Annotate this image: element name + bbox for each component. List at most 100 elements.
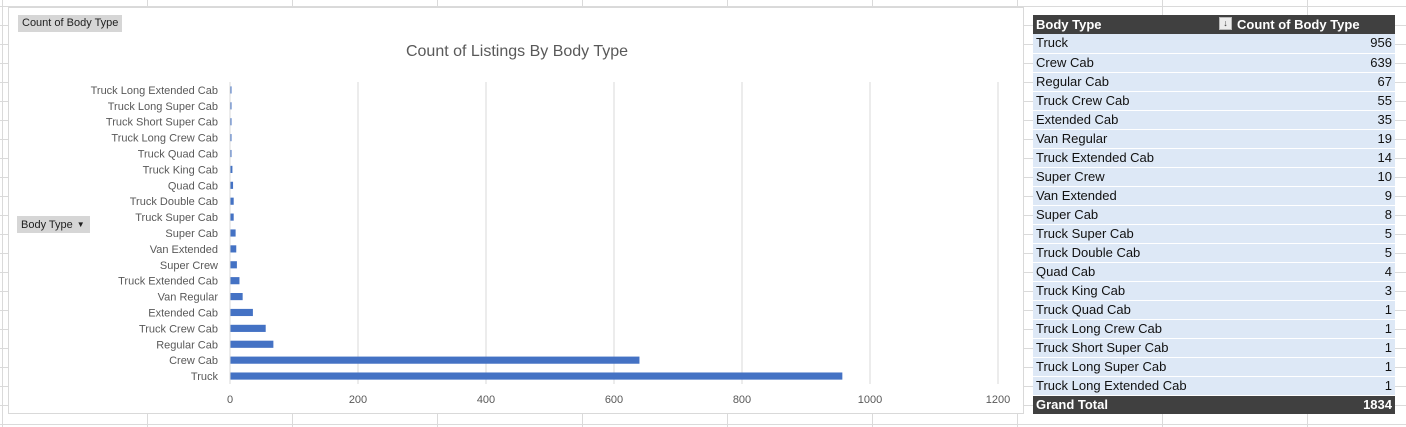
pivot-row-count[interactable]: 5 (1384, 244, 1392, 260)
pivot-row-label[interactable]: Truck Extended Cab (1036, 149, 1155, 165)
bar[interactable] (230, 308, 253, 317)
axis-field-label: Body Type (21, 219, 73, 231)
bar[interactable] (230, 277, 240, 285)
pivot-header-count[interactable]: Count of Body Type (1237, 16, 1360, 32)
pivot-row-count[interactable]: 10 (1377, 168, 1392, 184)
pivot-row-label[interactable]: Quad Cab (1036, 263, 1096, 279)
pivot-row-count[interactable]: 67 (1377, 73, 1392, 89)
bar[interactable] (230, 324, 266, 332)
pivot-row-label[interactable]: Regular Cab (1036, 73, 1109, 89)
grand-total-value[interactable]: 1834 (1363, 396, 1392, 412)
pivot-row-count[interactable]: 1 (1384, 377, 1392, 393)
bar[interactable] (230, 118, 232, 126)
bar[interactable] (230, 261, 237, 269)
category-label: Truck Short Super Cab (106, 117, 218, 129)
values-field-button[interactable]: Count of Body Type (18, 15, 123, 32)
pivot-row: Truck Double Cab 5 (1033, 243, 1395, 262)
pivot-row: Extended Cab 35 (1033, 110, 1395, 129)
x-tick-label: 0 (227, 394, 233, 406)
category-label: Truck King Cab (143, 164, 218, 176)
pivot-row-label[interactable]: Truck Crew Cab (1036, 92, 1130, 108)
axis-field-button[interactable]: Body Type ▼ (17, 216, 90, 233)
pivot-row-label[interactable]: Truck Long Extended Cab (1036, 377, 1187, 393)
pivot-row: Truck Quad Cab 1 (1033, 300, 1395, 319)
pivot-row-count[interactable]: 19 (1377, 130, 1392, 146)
bar[interactable] (230, 197, 234, 205)
pivot-row-label[interactable]: Truck Long Super Cab (1036, 358, 1167, 374)
pivot-row-count[interactable]: 3 (1384, 282, 1392, 298)
pivot-row-count[interactable]: 639 (1370, 54, 1392, 70)
pivot-row-count[interactable]: 1 (1384, 320, 1392, 336)
pivot-row-count[interactable]: 1 (1384, 358, 1392, 374)
sort-descending-icon[interactable]: ↓ (1219, 17, 1233, 30)
grand-total-label[interactable]: Grand Total (1036, 396, 1108, 412)
pivot-row: Truck Crew Cab 55 (1033, 91, 1395, 110)
pivot-row: Van Extended 9 (1033, 186, 1395, 205)
pivot-row: Truck 956 (1033, 34, 1395, 53)
x-tick-label: 1000 (858, 394, 882, 406)
pivot-row-count[interactable]: 35 (1377, 111, 1392, 127)
pivot-row-label[interactable]: Truck Super Cab (1036, 225, 1134, 241)
pivot-row: Quad Cab 4 (1033, 262, 1395, 281)
bar[interactable] (230, 181, 234, 189)
pivot-row-count[interactable]: 9 (1384, 187, 1392, 203)
pivot-row: Truck Long Super Cab 1 (1033, 357, 1395, 376)
category-label: Truck Extended Cab (118, 276, 218, 288)
bar[interactable] (230, 356, 640, 364)
pivot-row-label[interactable]: Truck Double Cab (1036, 244, 1141, 260)
category-label: Van Extended (150, 244, 218, 256)
bar[interactable] (230, 293, 243, 301)
pivot-row-label[interactable]: Van Extended (1036, 187, 1117, 203)
pivot-row-count[interactable]: 55 (1377, 92, 1392, 108)
bar[interactable] (230, 102, 232, 110)
pivot-chart[interactable]: Count of Body Type Body Type ▼ Count of L… (8, 7, 1024, 414)
pivot-row: Truck Super Cab 5 (1033, 224, 1395, 243)
x-tick-label: 800 (733, 394, 751, 406)
pivot-row-label[interactable]: Truck (1036, 35, 1069, 51)
category-label: Truck Quad Cab (138, 149, 218, 161)
pivot-row-count[interactable]: 8 (1384, 206, 1392, 222)
category-label: Truck (191, 371, 219, 383)
pivot-row-label[interactable]: Truck Quad Cab (1036, 301, 1131, 317)
pivot-table[interactable]: Body Type ↓ Count of Body Type Truck 956 C… (1033, 15, 1395, 414)
category-label: Super Crew (160, 260, 218, 272)
category-label: Truck Long Super Cab (108, 101, 218, 113)
category-label: Quad Cab (168, 180, 218, 192)
bar[interactable] (230, 213, 234, 221)
category-label: Van Regular (158, 292, 219, 304)
pivot-row-label[interactable]: Extended Cab (1036, 111, 1119, 127)
pivot-row-label[interactable]: Super Cab (1036, 206, 1099, 222)
bar[interactable] (230, 134, 232, 142)
dropdown-arrow-icon[interactable]: ▼ (76, 220, 85, 229)
pivot-row-count[interactable]: 4 (1384, 263, 1392, 279)
pivot-row-label[interactable]: Truck Long Crew Cab (1036, 320, 1162, 336)
bar[interactable] (230, 165, 233, 173)
pivot-row-count[interactable]: 1 (1384, 339, 1392, 355)
x-tick-label: 1200 (986, 394, 1010, 406)
pivot-row-label[interactable]: Van Regular (1036, 130, 1108, 146)
bar[interactable] (230, 340, 274, 348)
pivot-row-label[interactable]: Truck Short Super Cab (1036, 339, 1169, 355)
pivot-row-label[interactable]: Super Crew (1036, 168, 1105, 184)
pivot-header-body-type[interactable]: Body Type ↓ (1033, 15, 1234, 34)
pivot-row-label[interactable]: Crew Cab (1036, 54, 1094, 70)
bar[interactable] (230, 245, 237, 253)
grand-total-row: Grand Total 1834 (1033, 395, 1395, 414)
pivot-row: Super Cab 8 (1033, 205, 1395, 224)
pivot-row: Truck Long Extended Cab 1 (1033, 376, 1395, 395)
pivot-row: Super Crew 10 (1033, 167, 1395, 186)
pivot-row-label[interactable]: Truck King Cab (1036, 282, 1126, 298)
pivot-row-count[interactable]: 5 (1384, 225, 1392, 241)
pivot-row: Truck King Cab 3 (1033, 281, 1395, 300)
category-label: Truck Crew Cab (139, 323, 218, 335)
pivot-row-count[interactable]: 14 (1377, 149, 1392, 165)
bar[interactable] (230, 86, 232, 94)
x-tick-label: 200 (349, 394, 367, 406)
category-label: Truck Long Extended Cab (91, 85, 218, 97)
category-label: Truck Super Cab (135, 212, 218, 224)
pivot-row-count[interactable]: 956 (1370, 35, 1392, 51)
bar[interactable] (230, 372, 843, 380)
bar[interactable] (230, 229, 236, 237)
bar[interactable] (230, 149, 232, 158)
pivot-row-count[interactable]: 1 (1384, 301, 1392, 317)
